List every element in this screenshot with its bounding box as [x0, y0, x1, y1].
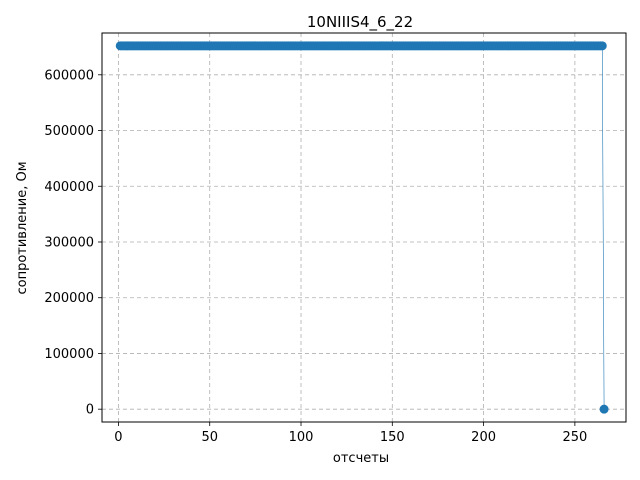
data-point [599, 404, 609, 414]
plot-frame [101, 32, 627, 423]
y-tick-label: 200000 [44, 291, 94, 306]
x-axis: 0 50 100 150 200 250 [114, 422, 587, 445]
x-tick-label: 250 [562, 430, 587, 445]
y-axis: 0 100000 200000 300000 400000 500000 600000 [44, 68, 102, 418]
y-tick-label: 400000 [44, 180, 94, 195]
x-tick-label: 100 [289, 430, 314, 445]
y-tick-label: 0 [86, 403, 94, 418]
series-layer [115, 41, 609, 414]
x-axis-label: отсчеты [333, 451, 389, 466]
y-axis-label: сопротивление, Ом [15, 161, 30, 294]
y-tick-label: 600000 [44, 68, 94, 83]
data-point [597, 41, 607, 51]
y-tick-label: 100000 [44, 347, 94, 362]
x-tick-label: 200 [471, 430, 496, 445]
x-tick-label: 0 [114, 430, 122, 445]
grid [102, 33, 626, 422]
x-tick-label: 50 [201, 430, 218, 445]
y-tick-label: 500000 [44, 124, 94, 139]
y-tick-label: 300000 [44, 235, 94, 250]
x-tick-label: 150 [380, 430, 405, 445]
chart-title: 10NIIIS4_6_22 [307, 13, 413, 32]
